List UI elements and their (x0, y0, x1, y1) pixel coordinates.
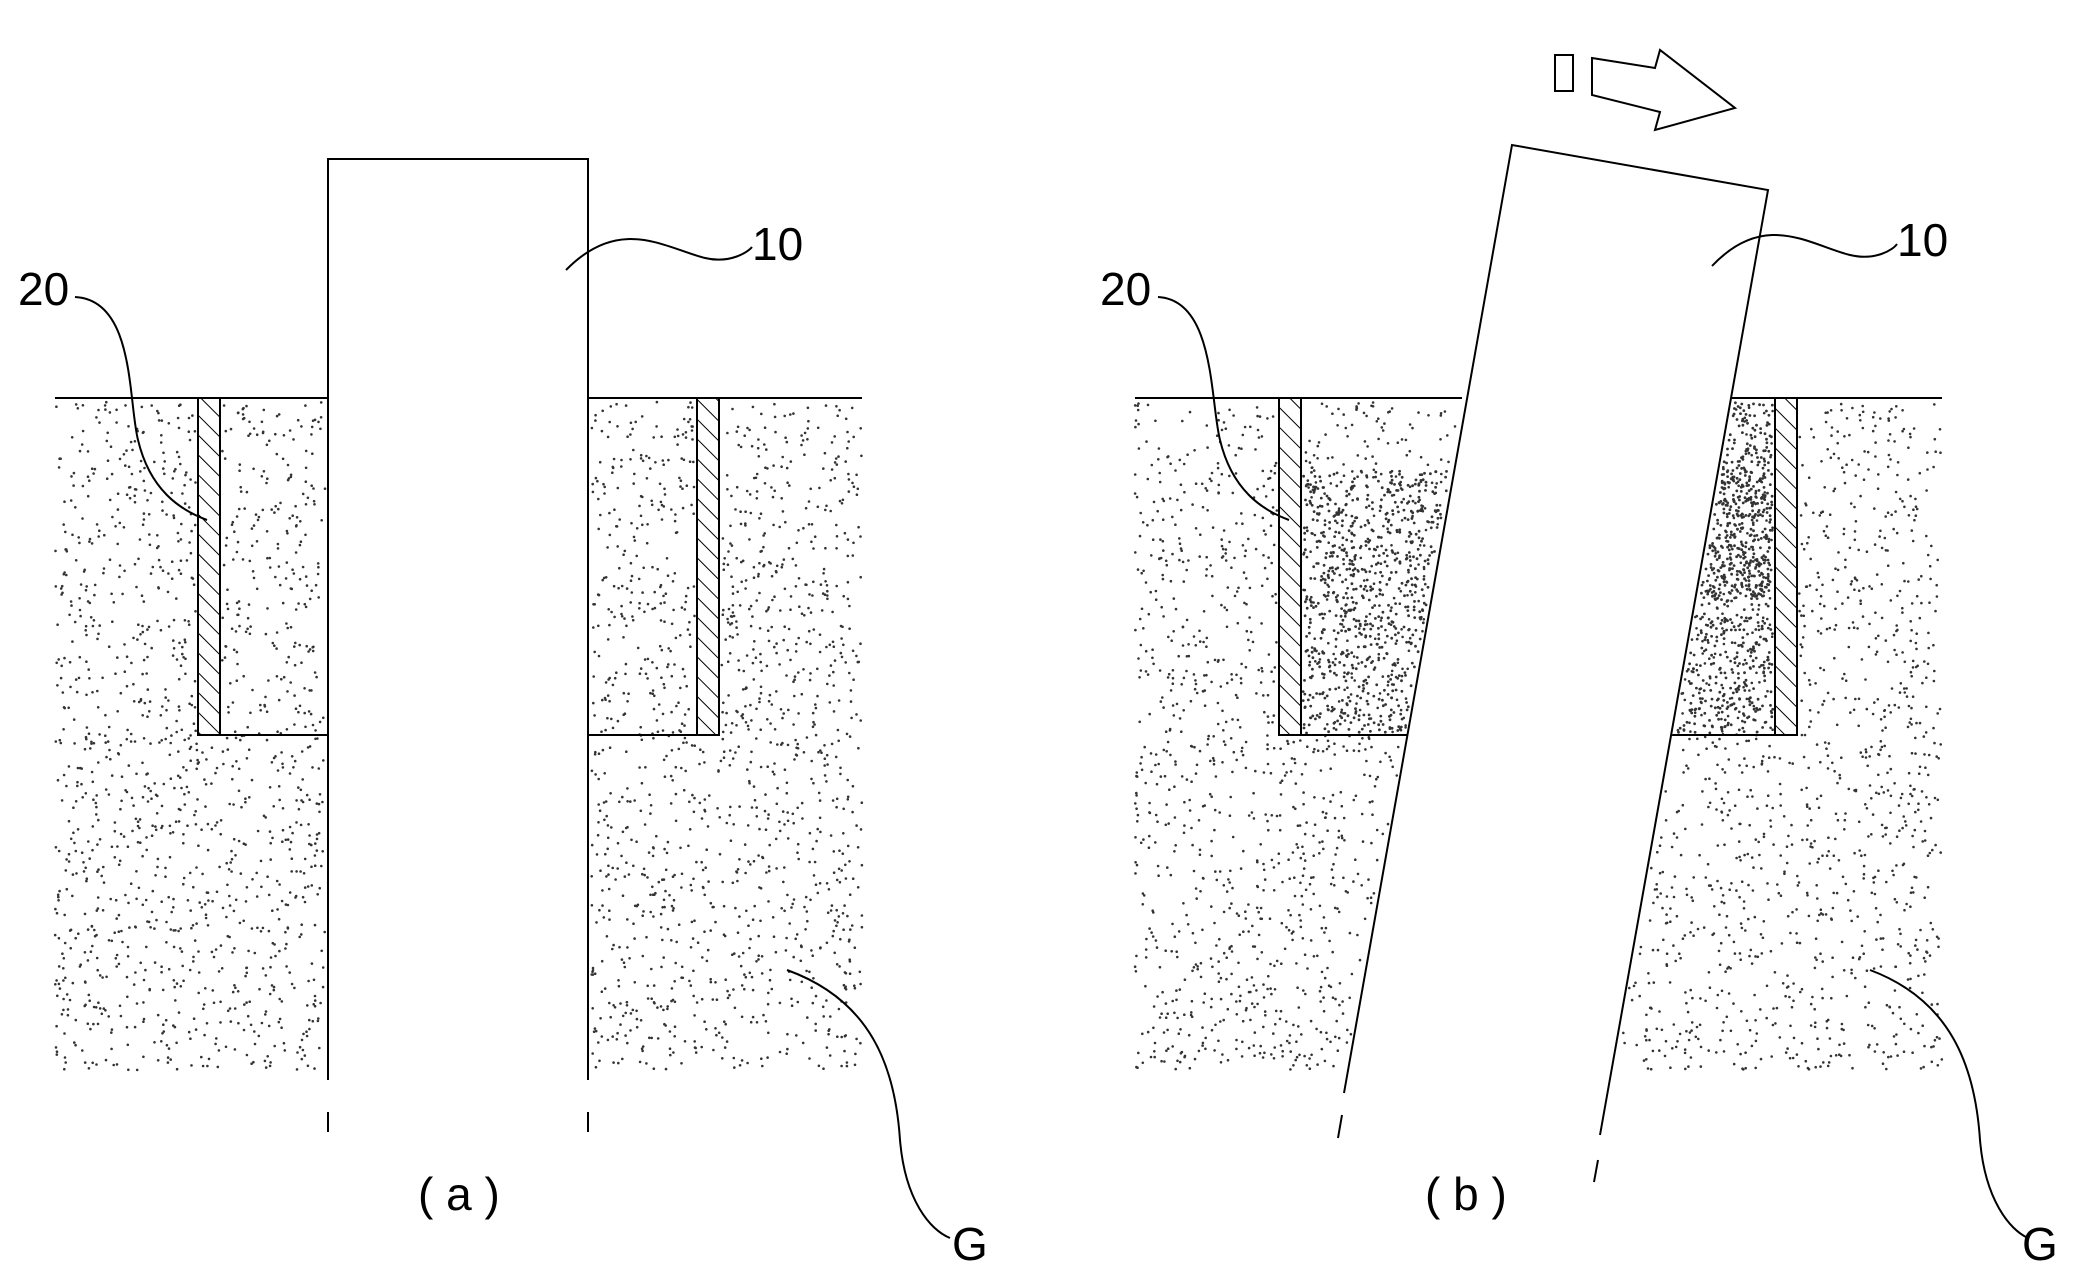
panel-b: 10 20 G ( b ) (1100, 50, 2058, 1270)
caption-a: ( a ) (418, 1168, 500, 1220)
pile-label-a: 10 (752, 218, 803, 270)
panel-a: 10 20 G ( a ) (18, 159, 988, 1270)
wall-label-a: 20 (18, 263, 69, 315)
pile-label-b: 10 (1897, 214, 1948, 266)
retaining-wall-left-a (198, 398, 220, 735)
ground-label-b: G (2022, 1218, 2058, 1270)
leader-line-wall-b (1158, 297, 1289, 520)
retaining-wall-right-b (1775, 398, 1797, 735)
tilted-pile-b (1338, 145, 1768, 1182)
retaining-wall-left-b (1279, 398, 1301, 735)
tilt-direction-arrow (1555, 50, 1735, 130)
wall-label-b: 20 (1100, 263, 1151, 315)
pile-a (328, 159, 588, 1132)
retaining-wall-right-a (697, 398, 719, 735)
leader-line-ground-b (1870, 970, 2028, 1238)
leader-line-pile-a (566, 239, 752, 270)
caption-b: ( b ) (1425, 1168, 1507, 1220)
ground-label-a: G (952, 1218, 988, 1270)
leader-line-ground-a (787, 970, 950, 1238)
leader-line-wall-a (75, 297, 207, 520)
